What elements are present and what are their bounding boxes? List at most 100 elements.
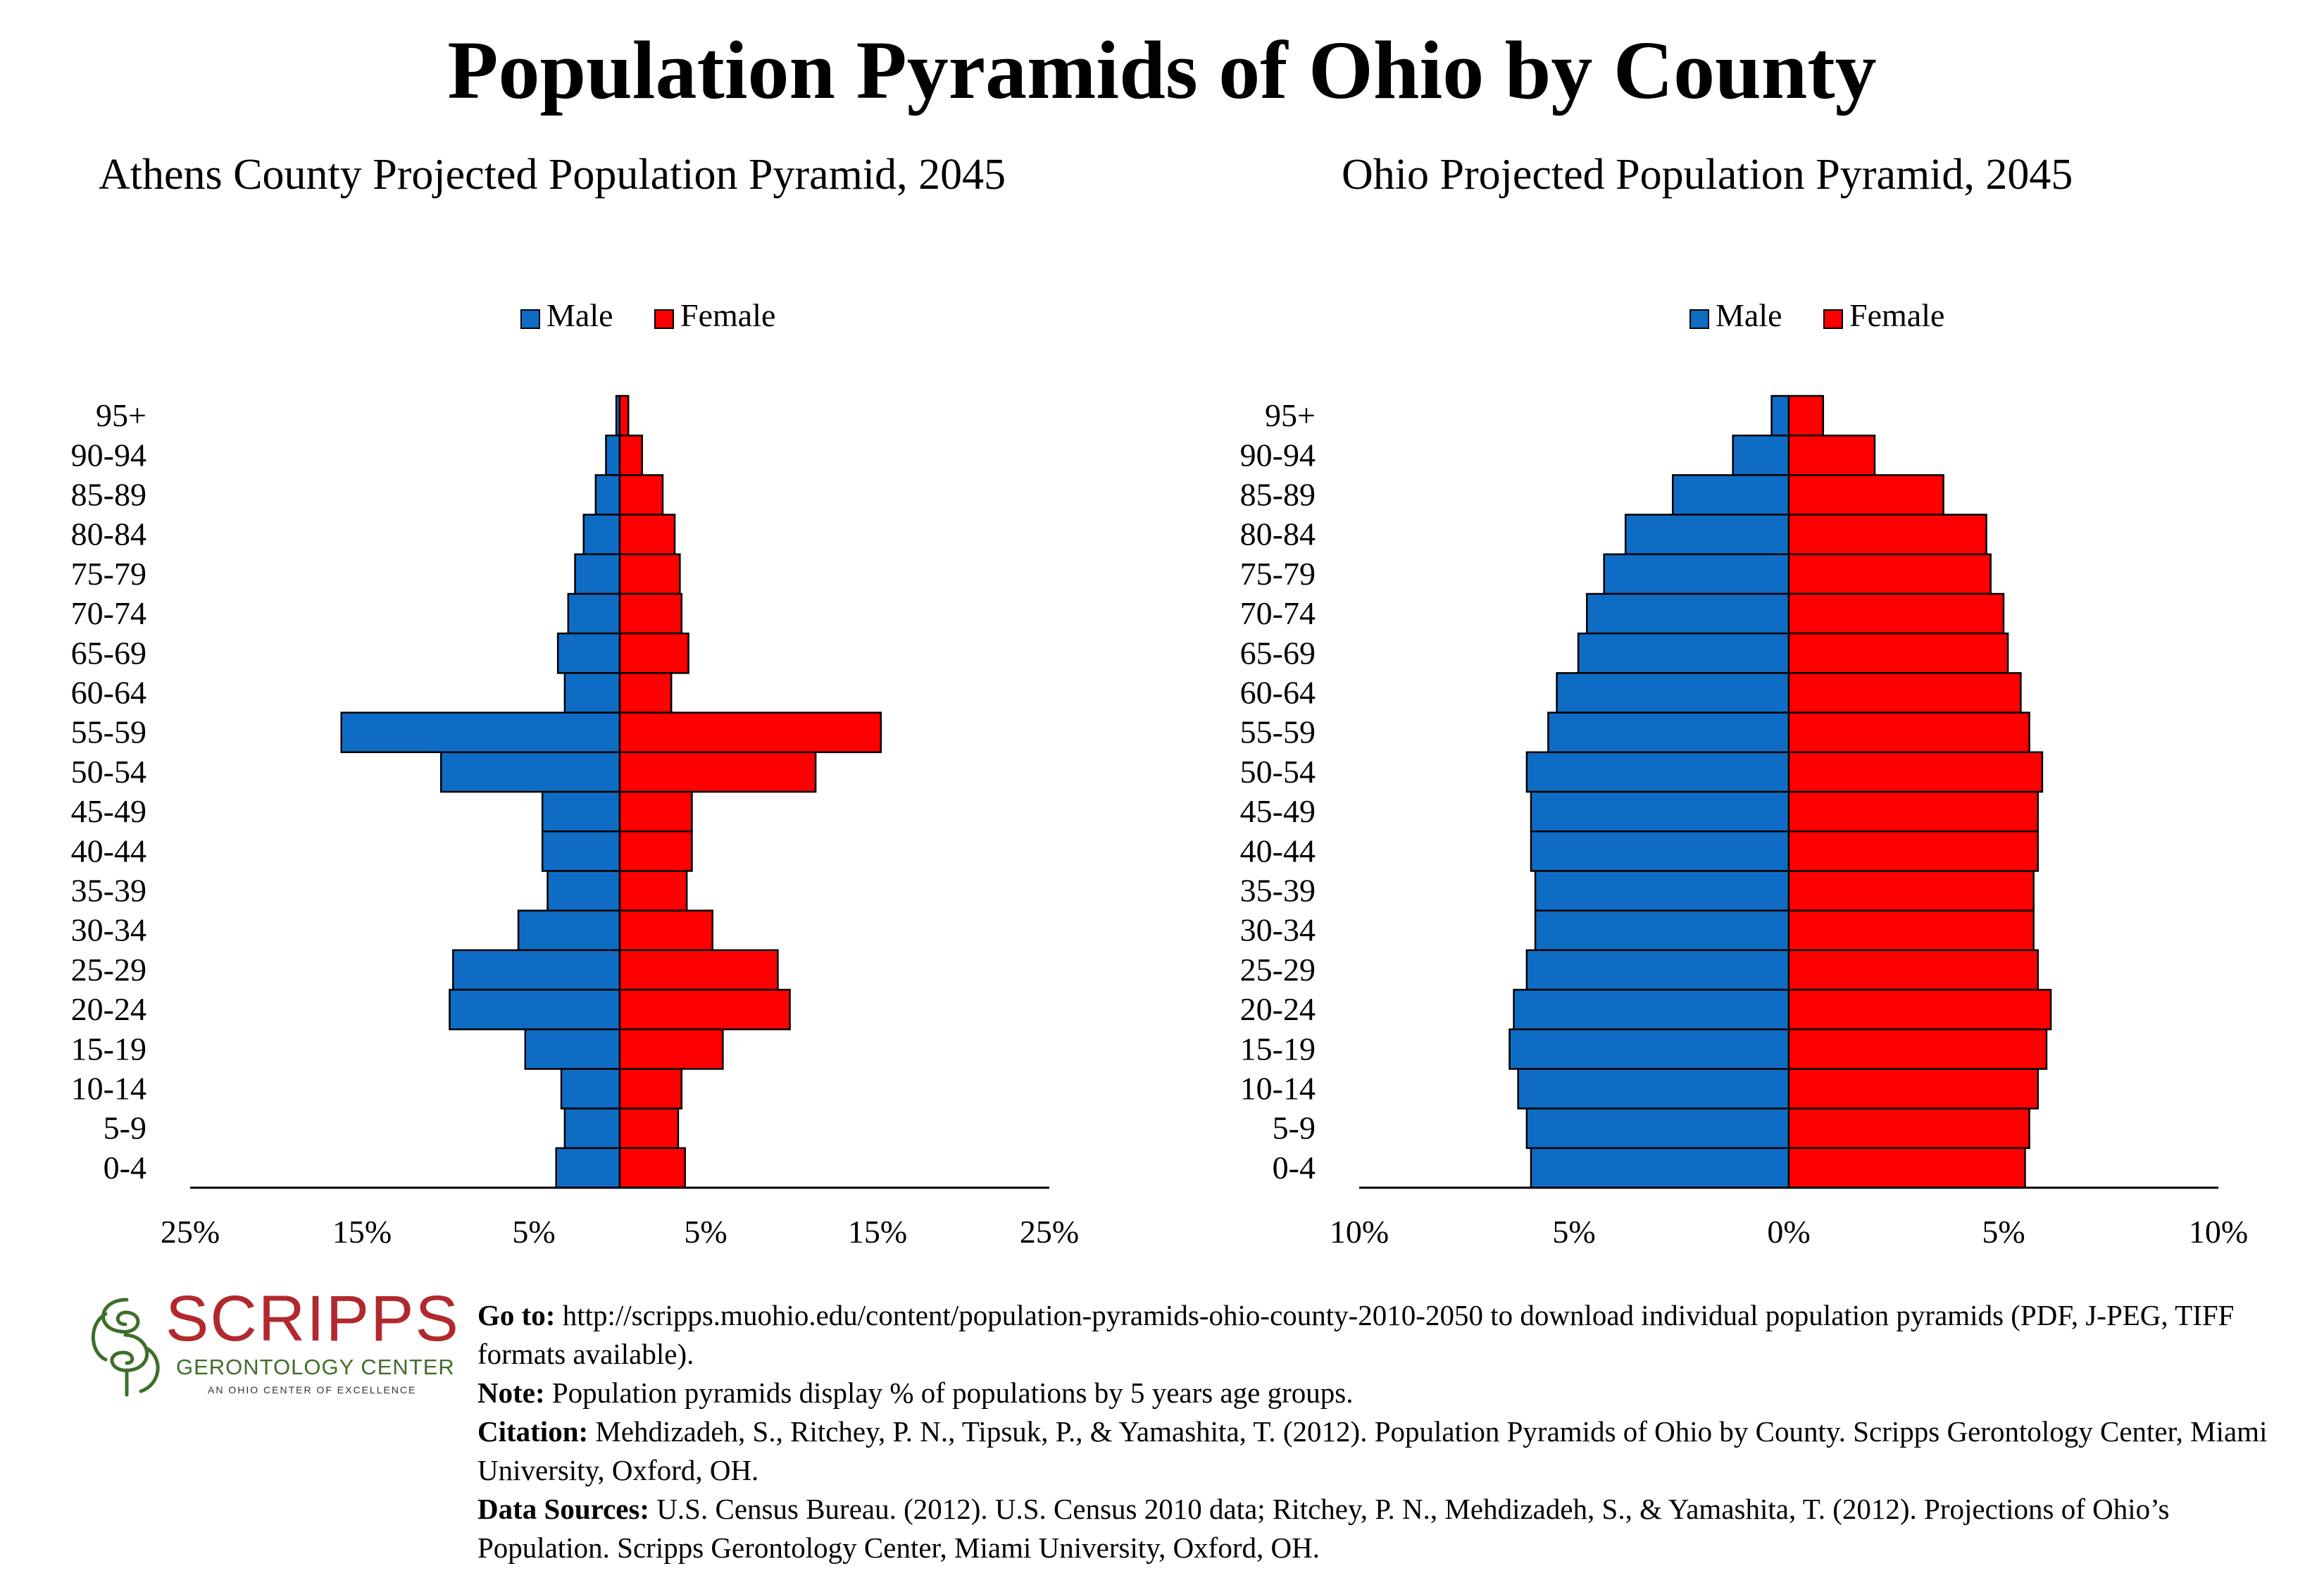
age-group-label: 25-29 <box>1240 952 1316 988</box>
male-bar <box>567 592 621 635</box>
age-group-label: 95+ <box>1265 397 1316 433</box>
athens-chart-title: Athens County Projected Population Pyram… <box>99 151 1006 199</box>
legend-male-label: Male <box>546 297 613 333</box>
female-bar <box>618 474 664 516</box>
age-group-label: 55-59 <box>1240 714 1316 750</box>
chart-legend: Male Female <box>520 297 775 333</box>
age-group-label: 0-4 <box>1273 1150 1316 1186</box>
note-line: Note: Population pyramids display % of p… <box>477 1374 2301 1412</box>
age-group-label: 25-29 <box>71 952 146 988</box>
age-group-label: 65-69 <box>71 635 146 671</box>
sources-label: Data Sources: <box>477 1493 650 1525</box>
female-bar <box>618 434 643 476</box>
male-bar <box>1508 1028 1790 1070</box>
x-tick-label: 15% <box>848 1214 907 1250</box>
male-bar <box>563 672 621 714</box>
age-group-label: 15-19 <box>1240 1031 1316 1067</box>
male-bar <box>1556 672 1790 714</box>
main-title: Population Pyramids of Ohio by County <box>447 24 1877 116</box>
x-tick-label: 25% <box>161 1214 220 1250</box>
age-group-label: 35-39 <box>1240 873 1316 909</box>
legend-male-swatch <box>1689 309 1709 329</box>
age-group-label: 70-74 <box>1240 595 1316 631</box>
age-group-label: 10-14 <box>71 1071 146 1107</box>
female-bar <box>618 1107 680 1150</box>
legend-female-swatch <box>654 309 674 329</box>
male-bar <box>1525 751 1790 793</box>
legend-male-label: Male <box>1716 297 1782 333</box>
female-bar <box>1787 751 2044 793</box>
age-group-label: 75-79 <box>71 556 146 592</box>
logo-tagline: AN OHIO CENTER OF EXCELLENCE <box>208 1384 417 1396</box>
legend-male-swatch <box>520 309 540 329</box>
female-bar <box>1787 1068 2039 1110</box>
female-bar <box>1787 434 1876 476</box>
x-tick-label: 5% <box>1982 1214 2025 1250</box>
female-bar <box>1787 553 1992 595</box>
female-bar <box>618 672 673 714</box>
female-bar <box>618 592 683 635</box>
male-bar <box>594 474 621 516</box>
male-bar <box>555 1147 621 1189</box>
age-group-label: 55-59 <box>71 714 146 750</box>
female-bar <box>618 1028 724 1070</box>
female-bar <box>618 988 791 1031</box>
female-bar <box>618 394 630 437</box>
age-group-label: 80-84 <box>71 516 146 552</box>
x-tick-label: 0% <box>1767 1214 1810 1250</box>
female-bar <box>618 1147 686 1189</box>
x-tick-label: 10% <box>1330 1214 1389 1250</box>
female-bar <box>618 909 714 952</box>
female-bar <box>1787 949 2039 991</box>
female-bar <box>1787 632 2009 674</box>
age-group-label: 15-19 <box>71 1031 146 1067</box>
female-bar <box>1787 672 2022 714</box>
male-bar <box>1770 394 1790 437</box>
female-bar <box>1787 909 2035 952</box>
male-bar <box>517 909 621 952</box>
age-group-label: 10-14 <box>1240 1071 1316 1107</box>
goto-label: Go to: <box>477 1299 556 1331</box>
female-bar <box>618 1068 683 1110</box>
goto-note: Go to: http://scripps.muohio.edu/content… <box>477 1296 2301 1374</box>
male-bar <box>541 830 621 872</box>
scripps-swirl-icon <box>91 1298 160 1397</box>
age-group-label: 85-89 <box>1240 477 1316 513</box>
age-group-label: 60-64 <box>1240 675 1316 711</box>
age-group-label: 30-34 <box>71 912 146 948</box>
male-bar <box>452 949 621 991</box>
footer-notes: Go to: http://scripps.muohio.edu/content… <box>477 1296 2301 1567</box>
female-bar <box>1787 1147 2026 1189</box>
female-bar <box>618 751 817 793</box>
female-bar <box>1787 592 2005 635</box>
male-bar <box>1525 1107 1790 1150</box>
male-bar <box>1547 711 1790 754</box>
female-bar <box>618 830 693 872</box>
male-bar <box>541 790 621 833</box>
female-bar <box>1787 870 2035 912</box>
age-group-label: 45-49 <box>1240 793 1316 829</box>
age-group-label: 20-24 <box>71 991 146 1027</box>
male-bar <box>1530 830 1790 872</box>
female-bar <box>618 790 693 833</box>
male-bar <box>1624 514 1790 556</box>
age-group-label: 50-54 <box>71 754 146 790</box>
female-bar <box>618 949 779 991</box>
age-group-label: 90-94 <box>1240 437 1316 473</box>
x-tick-label: 5% <box>512 1214 555 1250</box>
female-bar <box>1787 988 2052 1031</box>
male-bar <box>524 1028 621 1070</box>
age-group-label: 40-44 <box>71 833 146 869</box>
female-bar <box>1787 474 1944 516</box>
female-bar <box>1787 514 1987 556</box>
male-bar <box>1530 1147 1790 1189</box>
scripps-logo: SCRIPPS GERONTOLOGY CENTER AN OHIO CENTE… <box>85 1283 465 1398</box>
citation-label: Citation: <box>477 1415 589 1448</box>
male-bar <box>605 434 621 476</box>
female-bar <box>1787 830 2039 872</box>
male-bar <box>556 632 621 674</box>
female-bar <box>618 632 689 674</box>
female-bar <box>1787 1028 2048 1070</box>
male-bar <box>1603 553 1790 595</box>
